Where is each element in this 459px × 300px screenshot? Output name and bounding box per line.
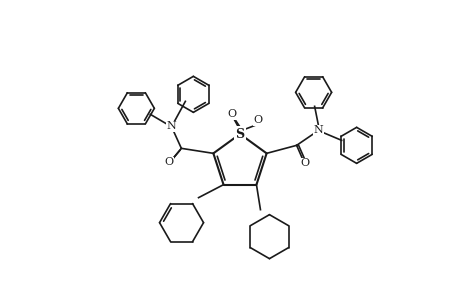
Text: S: S: [235, 128, 244, 140]
Text: O: O: [164, 157, 174, 167]
Text: O: O: [299, 158, 308, 168]
Text: N: N: [166, 121, 176, 131]
Text: O: O: [227, 109, 236, 119]
Text: O: O: [253, 115, 262, 125]
Text: N: N: [313, 125, 323, 135]
